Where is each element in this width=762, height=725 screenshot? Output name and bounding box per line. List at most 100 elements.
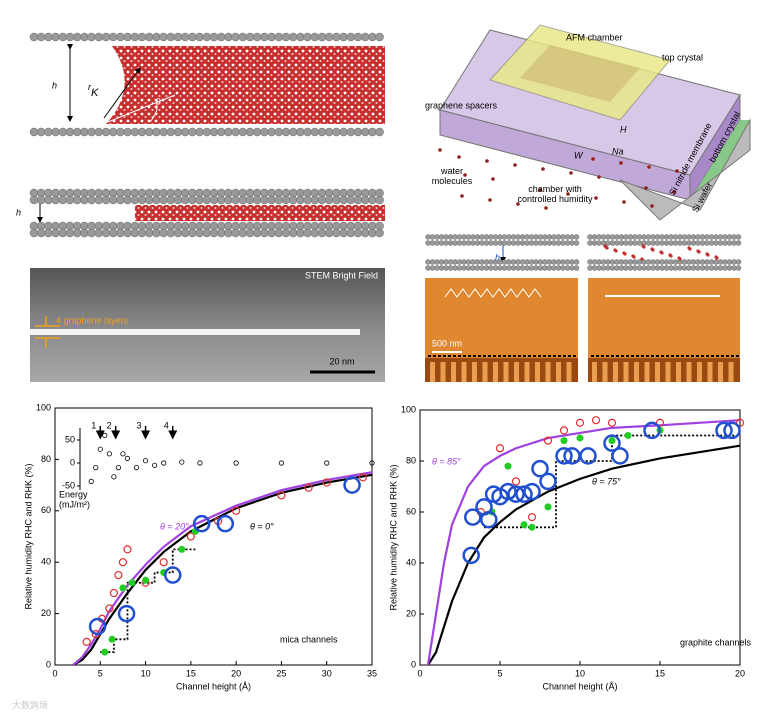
atom — [303, 195, 312, 205]
afm-stripe — [566, 362, 572, 382]
annotation: θ = 0° — [250, 521, 274, 531]
atom — [159, 32, 168, 42]
x-tick-label: 20 — [231, 668, 241, 678]
molecule — [438, 148, 442, 152]
atom — [152, 127, 161, 137]
label: θ — [156, 96, 161, 106]
data-point — [462, 546, 480, 565]
y-tick-label: 100 — [401, 404, 416, 414]
atom — [332, 195, 341, 205]
data-point — [579, 447, 597, 465]
atom — [360, 195, 370, 205]
atom — [94, 127, 104, 137]
atom — [87, 195, 96, 205]
label: chamber with controlled humidity — [517, 184, 593, 204]
illustrations — [29, 24, 751, 382]
data-point — [186, 532, 195, 541]
data-point — [603, 434, 621, 452]
data-point — [543, 436, 553, 445]
atom — [288, 127, 298, 137]
y-tick-label: 0 — [411, 659, 416, 669]
atom — [216, 32, 226, 42]
inset-point — [111, 474, 117, 480]
afm-stripe — [592, 362, 597, 382]
step-line — [100, 548, 196, 654]
x-tick-label: 5 — [497, 668, 502, 678]
inset-point — [179, 459, 185, 465]
molecule — [541, 167, 545, 171]
molecule — [622, 200, 626, 204]
x-tick-label: 15 — [655, 668, 665, 678]
molecule — [632, 255, 636, 259]
afm-trace — [444, 288, 542, 298]
atom — [317, 32, 327, 42]
atom — [72, 228, 82, 238]
atom — [51, 228, 60, 238]
atom — [368, 32, 377, 42]
atom — [346, 195, 356, 205]
atom — [735, 259, 742, 265]
atom — [166, 228, 176, 238]
molecule — [614, 249, 618, 253]
atom — [44, 32, 53, 42]
atom — [209, 32, 219, 42]
label: H — [620, 124, 627, 134]
data-point — [322, 478, 331, 487]
atom — [65, 195, 75, 205]
atom — [123, 195, 132, 205]
data-point — [611, 447, 629, 465]
atom — [353, 32, 363, 42]
inset-point — [93, 464, 99, 471]
molecule — [605, 246, 609, 250]
annotation: mica channels — [280, 634, 338, 644]
atom — [159, 127, 168, 137]
atom — [735, 265, 742, 271]
inset-point — [124, 455, 131, 461]
atom — [573, 234, 580, 240]
atom — [137, 32, 147, 42]
afm-stripe — [440, 362, 446, 382]
molecule — [669, 254, 673, 258]
x-tick-label: 15 — [186, 668, 196, 678]
atom — [188, 228, 197, 238]
atom — [332, 127, 341, 137]
label: h — [495, 252, 500, 262]
inset-point — [102, 432, 108, 438]
inset-point — [97, 446, 103, 452]
afm-stripe — [686, 362, 692, 382]
y-tick-label: 60 — [41, 505, 51, 515]
atom — [123, 228, 132, 238]
atom — [260, 195, 269, 205]
atom — [159, 228, 168, 238]
atom — [108, 228, 118, 238]
y-tick-label: 40 — [406, 557, 416, 567]
atom — [332, 228, 341, 238]
inset-tick-label: -50 — [62, 480, 75, 490]
atom — [360, 127, 370, 137]
data-point — [128, 579, 136, 587]
afm-stripe — [556, 362, 561, 382]
atom — [353, 228, 363, 238]
data-point — [624, 432, 632, 439]
data-point — [464, 508, 482, 526]
atom — [101, 228, 111, 238]
water — [135, 205, 385, 221]
atom — [72, 32, 82, 42]
data-point — [504, 462, 512, 470]
atom — [245, 228, 255, 238]
y-tick-label: 100 — [36, 402, 51, 412]
angle — [107, 94, 176, 123]
atom — [137, 195, 147, 205]
atom — [303, 127, 312, 137]
data-point — [655, 418, 665, 427]
atom — [216, 127, 226, 137]
afm-stripe — [718, 362, 723, 382]
atom — [310, 127, 320, 137]
atom — [324, 127, 334, 137]
data-point — [159, 558, 168, 567]
atom — [310, 228, 320, 238]
molecule — [697, 250, 701, 254]
data-point — [523, 482, 541, 501]
data-point — [119, 584, 127, 592]
atom — [202, 228, 212, 238]
